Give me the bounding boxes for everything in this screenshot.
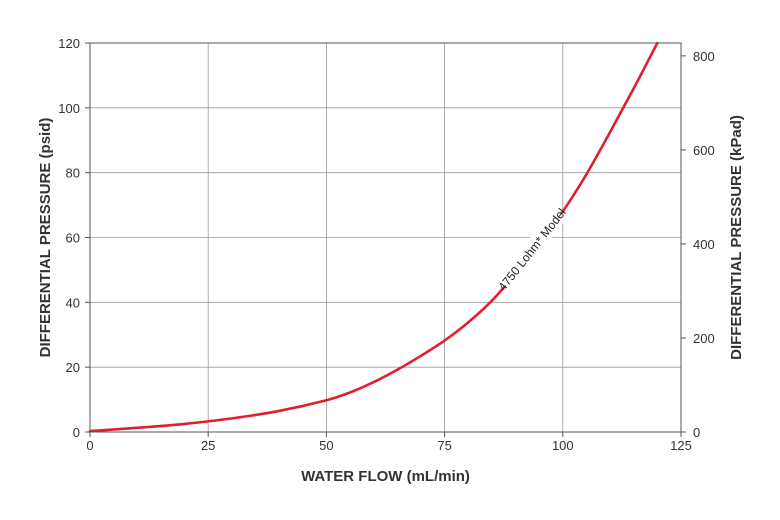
y-tick-label: 60 xyxy=(66,231,80,246)
series-label-background xyxy=(496,207,567,291)
y2-tick-label: 600 xyxy=(693,143,715,158)
series-layer xyxy=(88,41,659,433)
y2-tick-label: 800 xyxy=(693,49,715,64)
label-layer: 4750 Lohm* Model xyxy=(495,206,568,294)
x-tick-label: 25 xyxy=(201,438,215,453)
y2-tick-label: 200 xyxy=(693,331,715,346)
y2-tick-label: 0 xyxy=(693,425,700,440)
grid xyxy=(89,42,682,433)
series-line xyxy=(88,41,659,433)
x-tick-label: 125 xyxy=(670,438,692,453)
x-tick-label: 50 xyxy=(319,438,333,453)
y-tick-label: 80 xyxy=(66,166,80,181)
x-axis-label: WATER FLOW (mL/min) xyxy=(301,468,470,485)
y-tick-label: 120 xyxy=(58,36,80,51)
y-tick-label: 0 xyxy=(73,425,80,440)
y-tick-label: 100 xyxy=(58,101,80,116)
series-label: 4750 Lohm* Model xyxy=(495,206,568,294)
y-axis-label: DIFFERENTIAL PRESSURE (psid) xyxy=(37,118,54,358)
x-tick-label: 100 xyxy=(552,438,574,453)
x-tick-label: 75 xyxy=(437,438,451,453)
y-tick-label: 40 xyxy=(66,295,80,310)
y2-axis-label: DIFFERENTIAL PRESSURE (kPad) xyxy=(728,115,745,360)
y2-tick-label: 400 xyxy=(693,237,715,252)
x-tick-label: 0 xyxy=(86,438,93,453)
ticks: 0 25 50 75 100 125020406080100120020040060080… xyxy=(58,36,714,453)
y-tick-label: 20 xyxy=(66,360,80,375)
